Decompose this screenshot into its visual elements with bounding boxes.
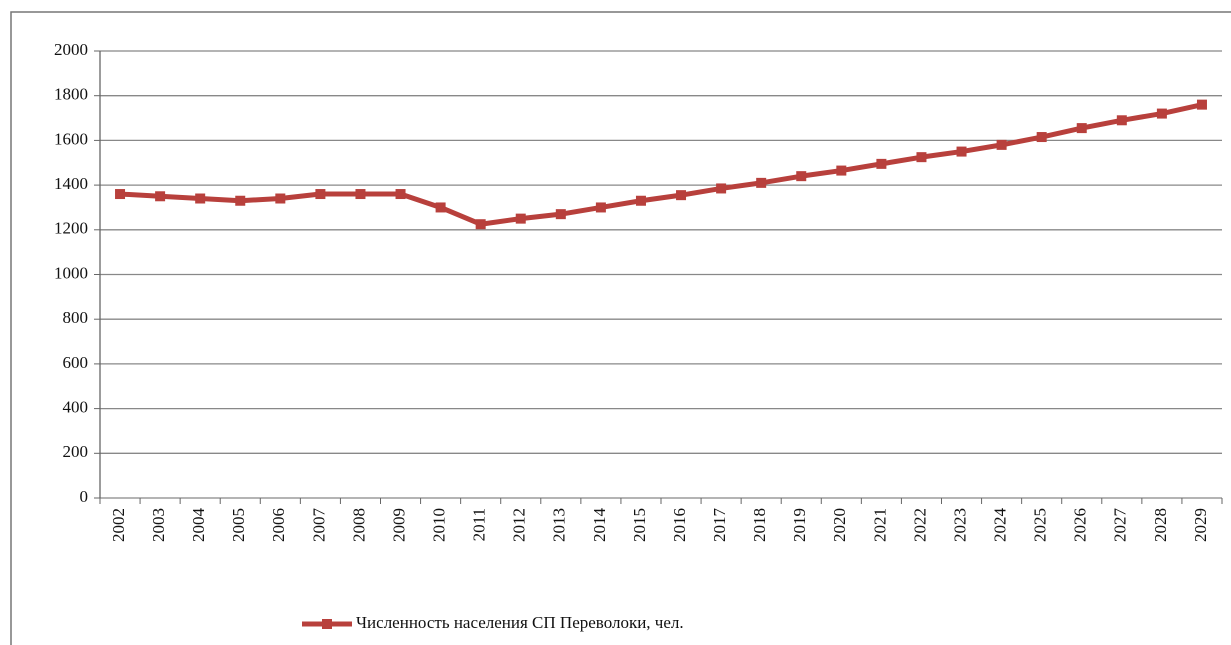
point-marker xyxy=(355,189,366,200)
x-tick-label: 2021 xyxy=(870,508,889,542)
point-marker xyxy=(796,171,807,182)
point-marker xyxy=(235,195,246,206)
x-tick-label: 2007 xyxy=(309,508,328,543)
point-marker xyxy=(756,177,767,188)
y-tick-label: 2000 xyxy=(54,40,88,59)
y-tick-label: 200 xyxy=(63,442,89,461)
x-tick-label: 2022 xyxy=(910,508,929,542)
point-marker xyxy=(595,202,606,213)
x-tick-label: 2029 xyxy=(1191,508,1210,542)
legend-label: Численность населения СП Переволоки, чел… xyxy=(356,613,684,632)
x-tick-label: 2026 xyxy=(1071,508,1090,542)
point-marker xyxy=(195,193,206,204)
point-marker xyxy=(395,189,406,200)
x-tick-label: 2004 xyxy=(189,508,208,543)
x-tick-label: 2014 xyxy=(590,508,609,543)
y-tick-label: 0 xyxy=(80,487,89,506)
x-tick-label: 2005 xyxy=(229,508,248,542)
x-tick-label: 2027 xyxy=(1111,508,1130,543)
x-tick-label: 2009 xyxy=(389,508,408,542)
y-tick-label: 400 xyxy=(63,398,89,417)
x-tick-label: 2019 xyxy=(790,508,809,542)
point-marker xyxy=(836,165,847,176)
x-tick-label: 2023 xyxy=(950,508,969,542)
x-tick-label: 2003 xyxy=(149,508,168,542)
x-tick-label: 2012 xyxy=(510,508,529,542)
legend-swatch-marker xyxy=(322,619,332,629)
x-tick-label: 2011 xyxy=(470,508,489,541)
point-marker xyxy=(1196,99,1207,110)
point-marker xyxy=(716,183,727,194)
y-tick-label: 1600 xyxy=(54,129,88,148)
x-tick-label: 2015 xyxy=(630,508,649,542)
y-tick-label: 1800 xyxy=(54,85,88,104)
x-tick-label: 2006 xyxy=(269,508,288,542)
y-tick-label: 600 xyxy=(63,353,89,372)
x-tick-label: 2018 xyxy=(750,508,769,542)
point-marker xyxy=(1156,108,1167,119)
point-marker xyxy=(275,193,286,204)
series-line xyxy=(119,102,1203,227)
y-tick-label: 1200 xyxy=(54,219,88,238)
point-marker xyxy=(1076,123,1087,134)
point-marker xyxy=(916,152,927,163)
y-tick-label: 800 xyxy=(63,308,89,327)
point-marker xyxy=(475,219,486,230)
x-tick-label: 2016 xyxy=(670,508,689,542)
point-marker xyxy=(676,190,687,201)
x-tick-label: 2025 xyxy=(1031,508,1050,542)
point-marker xyxy=(115,189,126,200)
y-tick-label: 1000 xyxy=(54,263,88,282)
x-tick-label: 2020 xyxy=(830,508,849,542)
point-marker xyxy=(315,189,326,200)
point-marker xyxy=(1116,115,1127,126)
point-marker xyxy=(635,195,646,206)
y-tick-label: 1400 xyxy=(54,174,88,193)
point-marker xyxy=(515,213,526,224)
point-marker xyxy=(956,146,967,157)
x-tick-label: 2024 xyxy=(991,508,1010,543)
point-marker xyxy=(435,202,446,213)
point-marker xyxy=(996,139,1007,150)
point-marker xyxy=(876,158,887,169)
chart-frame xyxy=(10,11,1231,645)
x-tick-label: 2013 xyxy=(550,508,569,542)
point-marker xyxy=(1036,132,1047,143)
x-tick-label: 2010 xyxy=(430,508,449,542)
x-tick-label: 2002 xyxy=(109,508,128,542)
point-marker xyxy=(155,191,166,202)
x-tick-label: 2008 xyxy=(349,508,368,542)
x-tick-label: 2017 xyxy=(710,508,729,543)
point-marker xyxy=(555,209,566,220)
x-tick-label: 2028 xyxy=(1151,508,1170,542)
